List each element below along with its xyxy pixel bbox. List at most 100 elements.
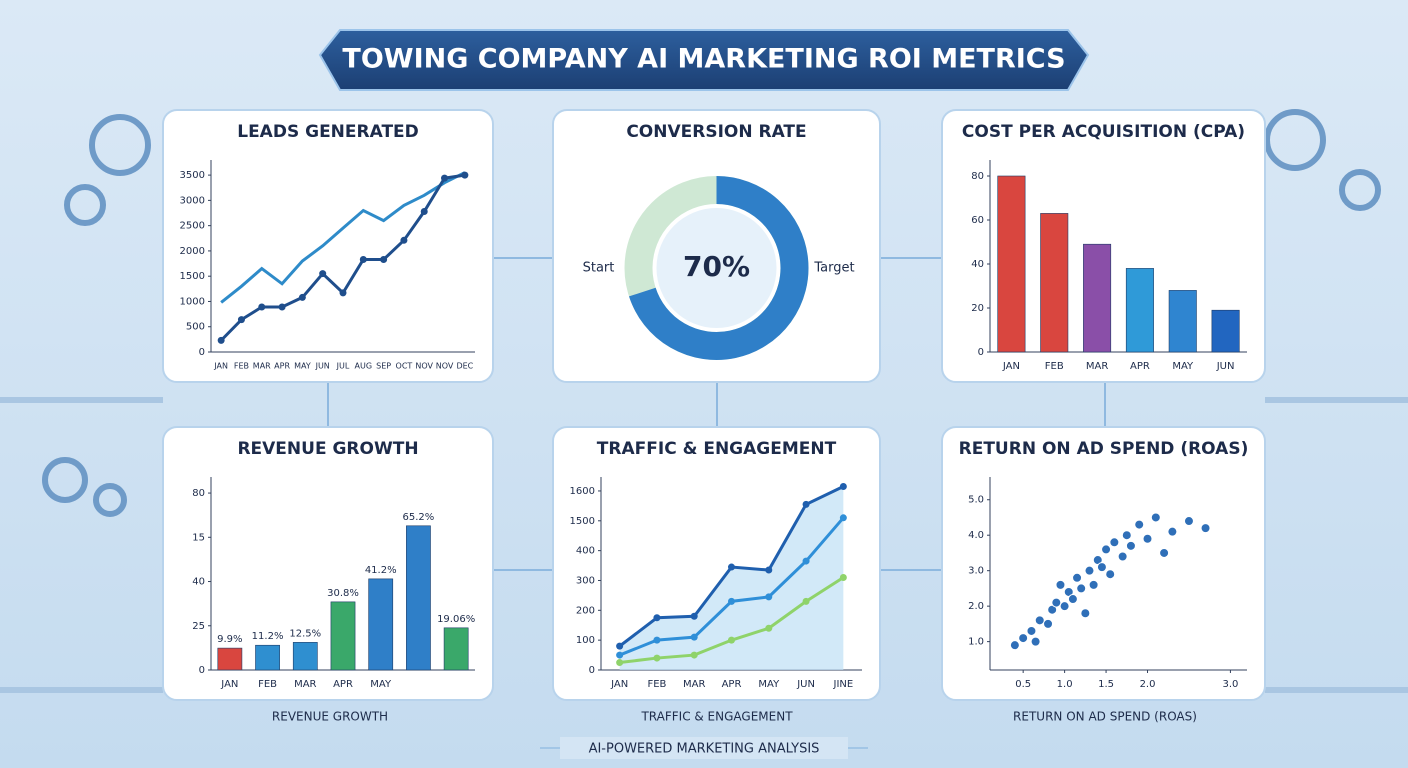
point <box>1034 615 1045 626</box>
y-tick-label: 25 <box>192 621 205 632</box>
caption: RETURN ON AD SPEND (ROAS) <box>1013 710 1197 724</box>
decor-gears <box>42 109 1381 517</box>
y-tick-label: 15 <box>192 532 205 543</box>
x-tick-label: FEB <box>258 679 277 690</box>
point <box>1117 551 1128 562</box>
x-tick-label: JUN <box>315 362 330 371</box>
panel-title: TRAFFIC & ENGAGEMENT <box>597 439 837 459</box>
x-tick-label: MAY <box>294 362 311 371</box>
x-tick-label: JAN <box>213 362 228 371</box>
bar <box>368 578 394 671</box>
point <box>1080 608 1091 619</box>
marker <box>359 256 367 264</box>
point <box>1105 569 1116 580</box>
y-tick-label: 3.0 <box>968 566 984 577</box>
y-tick-label: 1600 <box>570 486 595 497</box>
x-tick-label: OCT <box>396 362 413 371</box>
y-tick-label: 3000 <box>180 195 205 206</box>
y-tick-label: 40 <box>192 577 205 588</box>
marker <box>690 651 698 659</box>
marker <box>802 597 810 605</box>
y-tick-label: 100 <box>576 635 595 646</box>
point <box>1067 594 1078 605</box>
marker <box>839 482 847 490</box>
point <box>1125 540 1136 551</box>
area <box>619 486 844 670</box>
marker <box>765 624 773 632</box>
marker <box>839 573 847 581</box>
y-tick-label: 40 <box>971 259 984 270</box>
marker <box>298 293 306 301</box>
point <box>1059 601 1070 612</box>
marker <box>217 336 225 344</box>
y-tick-label: 5.0 <box>968 495 984 506</box>
x-tick-label: 1.5 <box>1098 679 1114 690</box>
marker <box>765 566 773 574</box>
point <box>1055 579 1066 590</box>
x-tick-label: 3.0 <box>1222 679 1238 690</box>
y-tick-label: 1500 <box>570 516 595 527</box>
value-label: 19.06% <box>437 614 475 625</box>
marker <box>728 597 735 605</box>
point <box>1150 512 1161 523</box>
point <box>1072 572 1083 583</box>
bar <box>217 647 243 671</box>
marker <box>461 171 469 179</box>
point <box>1142 533 1153 544</box>
y-tick-label: 1.0 <box>968 637 984 648</box>
x-tick-label: APR <box>1130 361 1150 372</box>
point <box>1096 562 1107 573</box>
x-tick-label: NOV <box>436 362 454 371</box>
donut-center <box>656 208 777 328</box>
point <box>1200 523 1211 534</box>
marker <box>690 633 698 641</box>
x-tick-label: APR <box>722 679 742 690</box>
marker <box>728 563 735 571</box>
point <box>1183 516 1194 527</box>
marker <box>616 659 624 667</box>
point <box>1167 526 1178 537</box>
point <box>1076 583 1087 594</box>
y-tick-label: 20 <box>971 303 984 314</box>
y-tick-label: 1000 <box>180 296 205 307</box>
donut-arc <box>629 176 809 360</box>
x-tick-label: JAN <box>610 679 628 690</box>
value-label: 41.2% <box>365 565 397 576</box>
bar <box>406 525 431 671</box>
bar <box>443 627 469 671</box>
point <box>1088 579 1099 590</box>
panel-title: LEADS GENERATED <box>237 122 419 142</box>
value-label: 11.2% <box>252 631 284 642</box>
x-tick-label: DEC <box>456 362 473 371</box>
point <box>1121 530 1132 541</box>
point <box>1009 640 1020 651</box>
x-tick-label: JUL <box>336 362 350 371</box>
marker <box>765 593 773 601</box>
bar <box>292 642 318 671</box>
y-tick-label: 2000 <box>180 246 205 257</box>
x-tick-label: MAR <box>1086 361 1108 372</box>
marker <box>839 514 847 522</box>
x-tick-label: JINE <box>833 679 854 690</box>
bar <box>1040 213 1069 353</box>
point <box>1159 547 1170 558</box>
marker <box>400 236 408 244</box>
donut-label: Start <box>583 261 615 276</box>
y-tick-label: 2.0 <box>968 601 984 612</box>
marker <box>258 303 266 311</box>
panel <box>162 426 494 701</box>
bar <box>1211 309 1240 353</box>
value-label: 65.2% <box>403 512 435 523</box>
x-tick-label: APR <box>333 679 353 690</box>
point <box>1018 633 1029 644</box>
x-tick-label: MAR <box>683 679 705 690</box>
marker <box>653 636 661 644</box>
panel-title: RETURN ON AD SPEND (ROAS) <box>959 439 1249 459</box>
value-label: 9.9% <box>217 634 242 645</box>
x-tick-label: 1.0 <box>1057 679 1073 690</box>
donut-value: 70% <box>683 250 750 283</box>
footer: AI-POWERED MARKETING ANALYSIS <box>589 742 820 757</box>
bar <box>997 175 1026 353</box>
marker <box>380 256 388 264</box>
